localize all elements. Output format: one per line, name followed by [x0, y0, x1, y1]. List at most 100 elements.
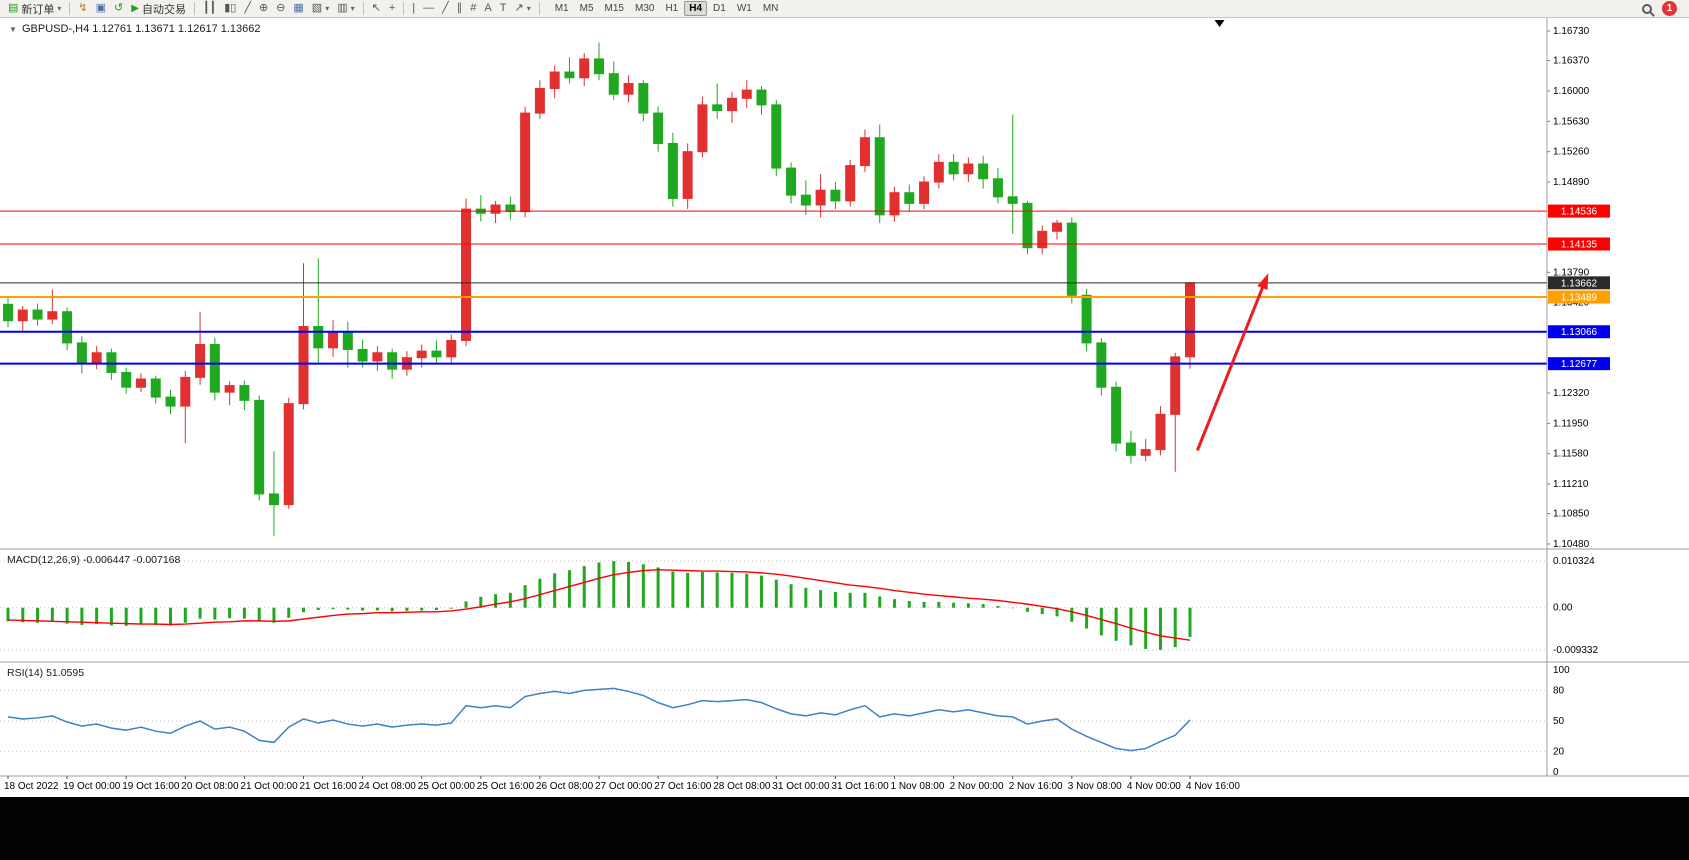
candle: [1081, 294, 1092, 344]
chart-bars-button[interactable]: ┃┃: [199, 1, 220, 17]
notification-badge[interactable]: 1: [1662, 1, 1677, 16]
label-tool-icon: T: [499, 2, 507, 14]
profiles-button[interactable]: ▥ ▾: [333, 1, 358, 17]
hline-1.12677[interactable]: 1.12677: [0, 357, 1610, 371]
price-tag: [1548, 357, 1610, 371]
candle: [431, 350, 442, 358]
svg-text:1.13790: 1.13790: [1553, 267, 1590, 278]
svg-text:1.16730: 1.16730: [1553, 26, 1590, 37]
candle: [1037, 230, 1048, 249]
cursor-button[interactable]: ↖: [368, 1, 385, 17]
candle: [1125, 442, 1136, 456]
label-tool-button[interactable]: T: [496, 1, 511, 17]
vertical-line-button[interactable]: |: [408, 1, 419, 17]
vertical-line-icon: |: [412, 2, 416, 14]
chart-window: 0.010324 0.00 -0.009332 100 80 50 20 0 1.16730 1.…: [0, 18, 1689, 797]
candle: [786, 167, 797, 196]
chart-shift-marker[interactable]: [1214, 20, 1225, 27]
zoom-in-button[interactable]: ⊕: [255, 1, 272, 17]
arrows-tool-button[interactable]: ↗ ▾: [510, 1, 534, 17]
fibonacci-button[interactable]: #: [466, 1, 480, 17]
crosshair-button[interactable]: +: [385, 1, 399, 17]
timeframe-button-m5[interactable]: M5: [575, 1, 599, 16]
chart-title: GBPUSD-,H4 1.12761 1.13671 1.12617 1.136…: [22, 23, 261, 35]
candle: [682, 151, 693, 199]
candle: [815, 189, 826, 206]
tile-windows-button[interactable]: ▦: [289, 1, 307, 17]
timeframe-button-m15[interactable]: M15: [600, 1, 629, 16]
search-icon[interactable]: [1642, 3, 1652, 14]
time-axis-label: 25 Oct 16:00: [477, 781, 535, 792]
candle: [992, 178, 1003, 198]
price-tag: [1548, 237, 1610, 251]
candle: [106, 352, 117, 373]
candle: [1096, 342, 1107, 388]
candle: [313, 325, 324, 349]
one-click-trading-icon[interactable]: ▼: [9, 25, 17, 34]
time-axis-label: 2 Nov 00:00: [950, 781, 1004, 792]
crosshair-icon: +: [388, 2, 396, 14]
candle: [165, 396, 176, 407]
windows-button[interactable]: ▣: [92, 1, 110, 17]
svg-text:1.12320: 1.12320: [1553, 388, 1590, 399]
text-tool-button[interactable]: A: [480, 1, 495, 17]
candle: [47, 311, 58, 320]
time-axis-label: 19 Oct 00:00: [63, 781, 121, 792]
refresh-button[interactable]: ↺: [110, 1, 127, 17]
time-axis-label: 27 Oct 00:00: [595, 781, 653, 792]
candle: [372, 352, 383, 362]
candle: [800, 194, 811, 206]
svg-text:100: 100: [1553, 665, 1570, 676]
timeframe-button-mn[interactable]: MN: [758, 1, 784, 16]
chart-line-button[interactable]: ╱: [240, 1, 255, 17]
timeframe-button-m1[interactable]: M1: [550, 1, 574, 16]
zoom-out-button[interactable]: ⊖: [272, 1, 289, 17]
hline-1.13489[interactable]: 1.13489: [0, 290, 1610, 304]
timeframe-button-d1[interactable]: D1: [708, 1, 731, 16]
chart-candles-button[interactable]: ▮▯: [220, 1, 240, 17]
svg-text:1.13662: 1.13662: [1561, 278, 1598, 289]
hline-1.14135[interactable]: 1.14135: [0, 237, 1610, 251]
timeframe-button-w1[interactable]: W1: [732, 1, 757, 16]
horizontal-line-button[interactable]: —: [419, 1, 438, 17]
hline-1.13066[interactable]: 1.13066: [0, 325, 1610, 339]
current-price-line[interactable]: 1.13662: [0, 276, 1610, 290]
candle: [17, 309, 28, 322]
candle: [919, 181, 930, 204]
trendline-icon: ╱: [442, 2, 449, 14]
timeframe-button-h1[interactable]: H1: [660, 1, 683, 16]
new-chart-button[interactable]: ▧ ▾: [308, 1, 333, 17]
candle: [845, 165, 856, 202]
svg-text:1.11580: 1.11580: [1553, 449, 1589, 460]
timeframe-group: M1 M5 M15 M30 H1 H4 D1 W1 MN: [550, 1, 784, 16]
quick-action-button[interactable]: ↯: [74, 1, 91, 17]
candle: [904, 192, 915, 204]
svg-text:1.13066: 1.13066: [1561, 327, 1598, 338]
timeframe-button-h4[interactable]: H4: [684, 1, 708, 16]
candle: [638, 83, 649, 114]
candle: [224, 385, 235, 393]
trendline-button[interactable]: ╱: [438, 1, 453, 17]
autotrading-button[interactable]: ▶ 自动交易: [127, 1, 190, 17]
candle: [564, 71, 575, 79]
candle: [756, 89, 767, 106]
svg-text:20: 20: [1553, 747, 1565, 758]
candle: [653, 112, 664, 144]
line-chart-icon: ╱: [244, 2, 251, 14]
trend-arrow[interactable]: [1195, 273, 1269, 451]
refresh-icon: ↺: [114, 2, 124, 14]
chart-canvas[interactable]: 0.010324 0.00 -0.009332 100 80 50 20 0 1.16730 1.…: [0, 18, 1689, 797]
candle: [3, 303, 13, 322]
time-axis[interactable]: 18 Oct 2022 19 Oct 00:00 19 Oct 16:00 20 Oc…: [4, 776, 1240, 792]
new-order-button[interactable]: ▤ 新订单 ▾: [4, 1, 65, 17]
channel-button[interactable]: ∥: [453, 1, 467, 17]
hline-1.14536[interactable]: 1.14536: [0, 204, 1610, 218]
zoom-in-icon: ⊕: [258, 2, 269, 14]
toolbar-separator: [193, 2, 195, 15]
timeframe-button-m30[interactable]: M30: [630, 1, 659, 16]
candle: [1022, 202, 1033, 249]
time-axis-label: 25 Oct 00:00: [418, 781, 476, 792]
candle: [209, 344, 220, 393]
main-toolbar: ▤ 新订单 ▾ ↯ ▣ ↺ ▶ 自动交易 ┃┃ ▮▯ ╱ ⊕: [0, 0, 1689, 18]
